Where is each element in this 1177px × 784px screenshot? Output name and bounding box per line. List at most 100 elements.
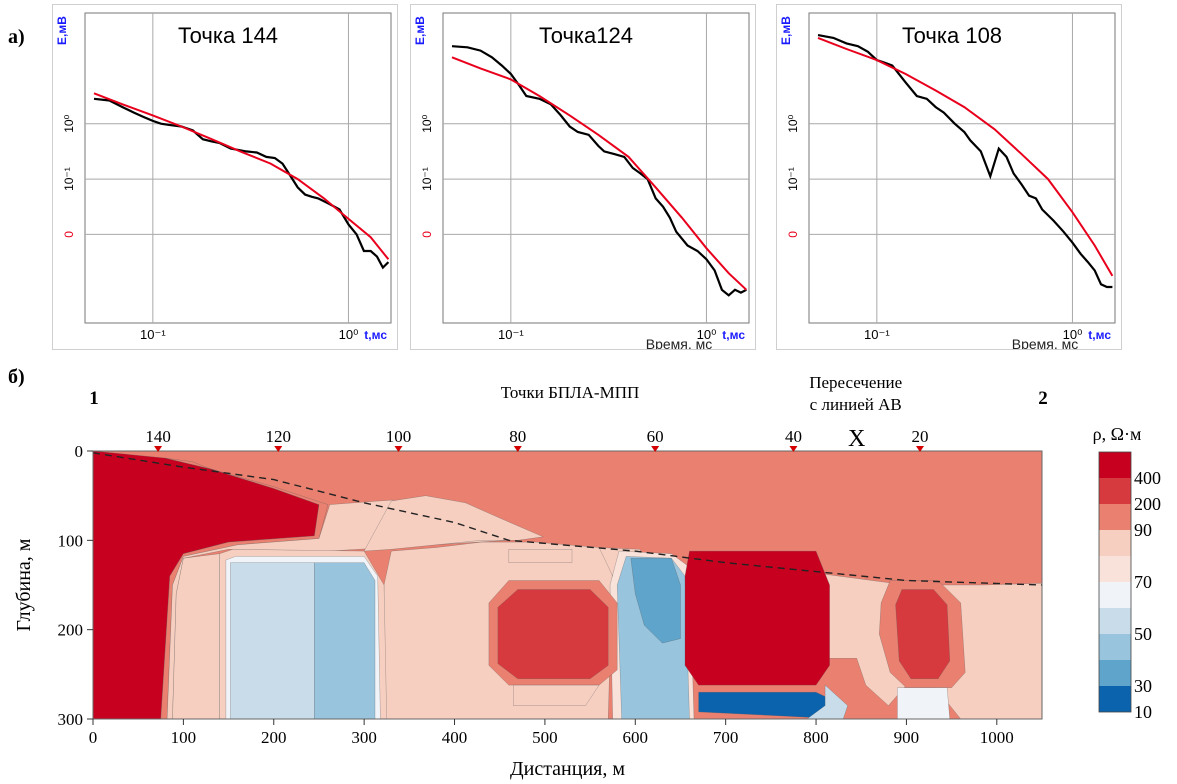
chart-title: Точка124 bbox=[539, 23, 633, 48]
resistivity-body bbox=[172, 553, 220, 720]
decay-curve-point-144: 10⁰ 10⁻¹ 0 10⁻¹ 10⁰ E,мВ t,мс Точка 144 bbox=[52, 4, 398, 350]
x-tick-label: 10⁻¹ bbox=[864, 327, 890, 342]
resistivity-body bbox=[630, 557, 681, 644]
colorbar-label: 70 bbox=[1134, 572, 1152, 592]
station-label: 140 bbox=[145, 427, 171, 446]
y-tick-label: 0 bbox=[75, 442, 84, 461]
colorbar-swatch bbox=[1099, 582, 1131, 608]
x-axis-label: t,мс bbox=[364, 328, 387, 342]
station-marker bbox=[513, 446, 522, 452]
station-marker bbox=[154, 446, 163, 452]
station-marker bbox=[274, 446, 283, 452]
y-axis-label: E,мВ bbox=[55, 16, 69, 45]
resistivity-body bbox=[497, 589, 609, 680]
plot-area bbox=[442, 12, 750, 324]
x-tick-label: 900 bbox=[894, 728, 920, 747]
x-tick-label: 600 bbox=[623, 728, 649, 747]
resistivity-body bbox=[314, 562, 376, 720]
intersection-mark: X bbox=[848, 426, 865, 452]
station-label: 100 bbox=[386, 427, 412, 446]
x-tick-label: 400 bbox=[442, 728, 468, 747]
y-axis-label: E,мВ bbox=[413, 16, 427, 45]
y-tick-label: 10⁰ bbox=[420, 114, 434, 132]
colorbar-swatch bbox=[1099, 686, 1131, 712]
y-tick-label: 100 bbox=[58, 531, 84, 550]
x-tick-label: 10⁰ bbox=[697, 327, 717, 342]
panel-a-label: а) bbox=[8, 26, 25, 48]
x-tick-label: 300 bbox=[351, 728, 377, 747]
decay-curve-point-108: 10⁰ 10⁻¹ 0 10⁻¹ 10⁰ E,мВ t,мс Время, мс Точка 10… bbox=[776, 4, 1122, 352]
resistivity-section: 0 100 200 300 400 500 600 700 800 900 1000 0 100 200 3… bbox=[13, 373, 1161, 780]
chart-title: Точка 108 bbox=[902, 23, 1002, 48]
resistivity-body bbox=[684, 550, 830, 686]
model-curve bbox=[451, 56, 748, 291]
resistivity-body bbox=[513, 684, 600, 706]
colorbar-frame bbox=[1098, 451, 1132, 713]
x-axis-label: t,мс bbox=[1088, 328, 1111, 342]
station-label: 60 bbox=[647, 427, 664, 446]
panel-b-label: б) bbox=[8, 366, 25, 388]
colorbar-swatch bbox=[1099, 556, 1131, 582]
x-tick-label: 800 bbox=[803, 728, 829, 747]
x-tick-label: 200 bbox=[261, 728, 287, 747]
x-tick-label: 700 bbox=[713, 728, 739, 747]
station-label: 20 bbox=[911, 427, 928, 446]
colorbar-label: 10 bbox=[1134, 702, 1152, 722]
station-label: 80 bbox=[509, 427, 526, 446]
y-tick-label: 10⁻¹ bbox=[786, 167, 800, 191]
observed-curve bbox=[451, 45, 747, 297]
x-tick-label: 100 bbox=[171, 728, 197, 747]
plot-area bbox=[808, 12, 1116, 324]
plot-area bbox=[84, 12, 392, 324]
intersection-label-line1: Пересечение bbox=[809, 373, 902, 392]
section-title: Точки БПЛА-МПП bbox=[501, 383, 640, 402]
decay-curve-point-124: 10⁰ 10⁻¹ 0 10⁻¹ 10⁰ E,мВ t,мс Время, мс Точка124 bbox=[410, 4, 756, 352]
x-tick-label: 500 bbox=[532, 728, 558, 747]
x-tick-label: 10⁰ bbox=[339, 327, 359, 342]
colorbar-swatch bbox=[1099, 478, 1131, 504]
observed-curve bbox=[93, 97, 390, 270]
resistivity-body bbox=[230, 562, 315, 720]
y-tick-label: 200 bbox=[58, 621, 84, 640]
line-end-label: 2 bbox=[1038, 388, 1048, 409]
model-curve bbox=[93, 92, 390, 260]
intersection-label-line2: с линией АВ bbox=[810, 395, 902, 414]
resistivity-body bbox=[895, 589, 951, 680]
colorbar-swatch bbox=[1099, 504, 1131, 530]
y-tick-label: 10⁻¹ bbox=[420, 167, 434, 191]
station-label: 120 bbox=[266, 427, 292, 446]
interface-line bbox=[92, 452, 1043, 586]
x-tick-label: 10⁰ bbox=[1063, 327, 1083, 342]
y-tick-label: 0 bbox=[62, 231, 76, 238]
station-marker bbox=[651, 446, 660, 452]
x-axis-label: t,мс bbox=[722, 328, 745, 342]
colorbar-label: 30 bbox=[1134, 676, 1152, 696]
x-axis-label-cropped: Время, мс bbox=[1012, 336, 1079, 349]
x-tick-label: 10⁻¹ bbox=[140, 327, 166, 342]
colorbar-swatch bbox=[1099, 634, 1131, 660]
resistivity-body bbox=[897, 687, 951, 720]
y-tick-label: 10⁻¹ bbox=[62, 167, 76, 191]
station-label: 40 bbox=[785, 427, 802, 446]
line-start-label: 1 bbox=[89, 388, 99, 409]
section-frame bbox=[92, 450, 1043, 720]
x-axis-label: Дистанция, м bbox=[510, 758, 625, 780]
y-tick-label: 0 bbox=[420, 231, 434, 238]
y-tick-label: 10⁰ bbox=[786, 114, 800, 132]
colorbar-swatch bbox=[1099, 530, 1131, 556]
y-axis-label: E,мВ bbox=[779, 16, 793, 45]
model-curve bbox=[817, 36, 1114, 277]
x-axis-label-cropped: Время, мс bbox=[646, 336, 713, 349]
station-marker bbox=[394, 446, 403, 452]
station-marker bbox=[789, 446, 798, 452]
x-tick-label: 10⁻¹ bbox=[498, 327, 524, 342]
colorbar-swatch bbox=[1099, 452, 1131, 478]
colorbar-label: 50 bbox=[1134, 624, 1152, 644]
colorbar-label: 400 bbox=[1134, 468, 1161, 488]
colorbar-label: 200 bbox=[1134, 494, 1161, 514]
station-marker bbox=[915, 446, 924, 452]
x-tick-label: 1000 bbox=[980, 728, 1014, 747]
y-tick-label: 10⁰ bbox=[62, 114, 76, 132]
colorbar-swatch bbox=[1099, 660, 1131, 686]
y-tick-label: 0 bbox=[786, 231, 800, 238]
